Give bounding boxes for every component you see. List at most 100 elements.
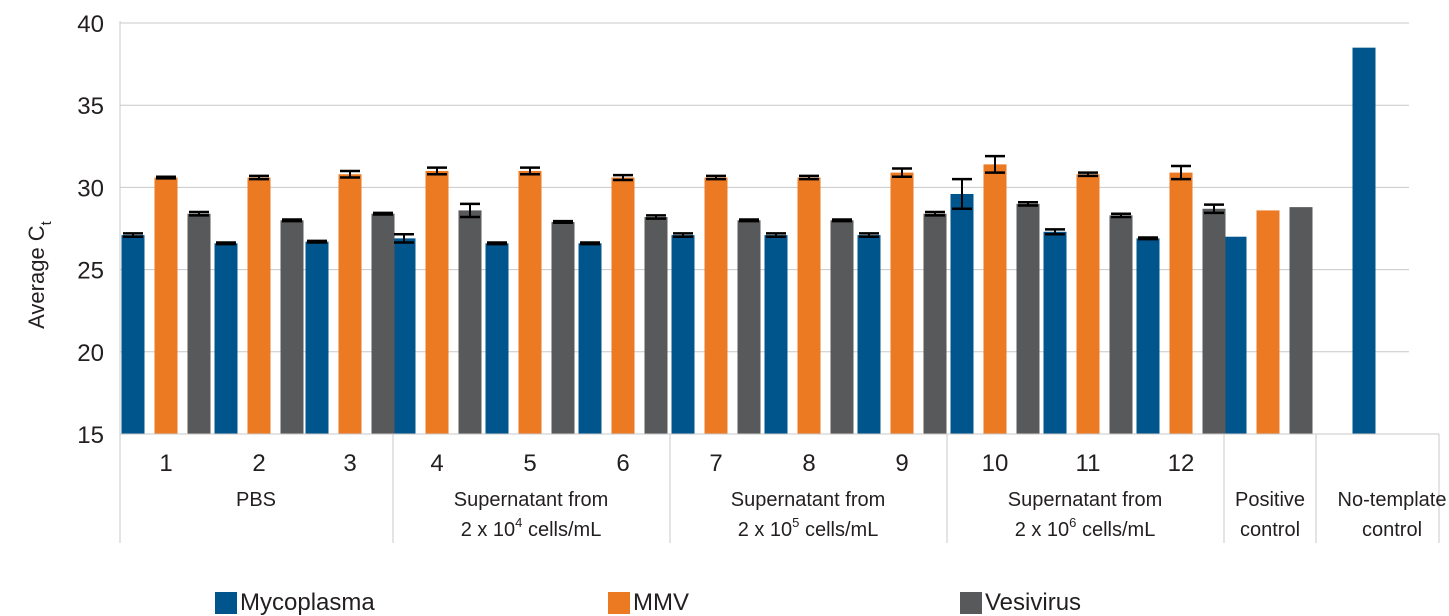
x-group-label: Positive <box>1235 489 1305 511</box>
bar-mycoplasma <box>857 235 881 434</box>
error-bar <box>580 241 600 246</box>
bar-vesivirus <box>737 220 761 434</box>
y-tick-label: 35 <box>77 93 104 120</box>
bar-mycoplasma <box>1352 47 1376 434</box>
legend-swatch <box>215 592 237 614</box>
x-group-label: Supernatant from <box>731 489 886 511</box>
y-axis-label: Average Ct <box>24 220 55 329</box>
bar-mycoplasma <box>1136 238 1160 434</box>
error-bar <box>1204 203 1224 215</box>
x-group-label-line2: control <box>1362 519 1422 541</box>
error-bar <box>156 175 176 180</box>
x-tick-label: 8 <box>802 450 815 477</box>
legend: Mycoplasma MMV Vesivirus <box>0 590 1449 616</box>
error-bar <box>340 169 360 179</box>
error-bar <box>123 232 143 238</box>
legend-label: Vesivirus <box>985 589 1082 616</box>
error-bar <box>613 173 633 182</box>
bar-mmv <box>518 170 542 434</box>
bar-mmv <box>797 177 821 434</box>
bar-mmv <box>247 177 271 434</box>
bar-mmv <box>425 170 449 434</box>
bar-mmv <box>983 164 1007 434</box>
bar-vesivirus <box>1289 207 1313 434</box>
error-bar <box>985 154 1005 174</box>
bar-vesivirus <box>187 213 211 434</box>
legend-item-vesivirus: Vesivirus <box>960 590 1081 616</box>
bar-mmv <box>1076 174 1100 435</box>
bar-vesivirus <box>923 213 947 434</box>
bar-mycoplasma <box>485 243 509 434</box>
x-group-label-line2: 2 x 105 cells/mL <box>738 515 879 541</box>
error-bar <box>1045 228 1065 236</box>
error-bar <box>952 177 972 211</box>
error-bar <box>739 218 759 223</box>
legend-swatch <box>608 592 630 614</box>
error-bar <box>189 210 209 217</box>
x-group-label: No-template <box>1338 489 1447 511</box>
bar-mmv <box>154 177 178 434</box>
x-group-label-line2: control <box>1240 519 1300 541</box>
x-tick-label: 1 <box>159 450 172 477</box>
error-bar <box>487 241 507 246</box>
error-bar <box>460 202 480 219</box>
x-tick-label: 12 <box>1168 450 1195 477</box>
bar-mycoplasma <box>671 235 695 434</box>
bar-mycoplasma <box>950 193 974 434</box>
error-bar <box>892 167 912 178</box>
y-tick-label: 40 <box>77 11 104 38</box>
bar-mycoplasma <box>578 243 602 434</box>
error-bar <box>646 214 666 220</box>
legend-item-mycoplasma: Mycoplasma <box>215 590 375 616</box>
error-bar <box>307 239 327 244</box>
legend-label: MMV <box>633 589 689 616</box>
gridlines <box>120 22 1409 353</box>
x-tick-label: 4 <box>430 450 443 477</box>
x-tick-label: 2 <box>252 450 265 477</box>
error-bar <box>673 232 693 238</box>
error-bar <box>832 218 852 223</box>
bar-vesivirus <box>371 213 395 434</box>
x-tick-label: 10 <box>982 450 1009 477</box>
bar-vesivirus <box>280 220 304 434</box>
bar-mmv <box>1169 172 1193 434</box>
bar-mycoplasma <box>1223 236 1247 434</box>
bar-mmv <box>611 177 635 434</box>
bar-mmv <box>890 172 914 434</box>
error-bar <box>373 211 393 216</box>
bars <box>121 47 1376 435</box>
bar-vesivirus <box>1016 203 1040 434</box>
y-tick-label: 30 <box>77 175 104 202</box>
bar-vesivirus <box>458 210 482 434</box>
x-group-label-line2: 2 x 104 cells/mL <box>461 515 602 541</box>
error-bar <box>553 219 573 224</box>
error-bar <box>249 174 269 181</box>
error-bar <box>766 232 786 238</box>
error-bar <box>216 241 236 246</box>
x-group-label-line2: 2 x 106 cells/mL <box>1015 515 1156 541</box>
x-tick-label: 5 <box>523 450 536 477</box>
y-tick-label: 15 <box>77 422 104 449</box>
bar-mmv <box>1256 210 1280 434</box>
error-bar <box>706 174 726 181</box>
bar-vesivirus <box>1109 215 1133 434</box>
x-tick-label: 3 <box>343 450 356 477</box>
x-group-label: Supernatant from <box>454 489 609 511</box>
bar-mycoplasma <box>392 238 416 434</box>
y-tick-label: 20 <box>77 340 104 367</box>
x-group-label: PBS <box>236 489 276 511</box>
x-tick-label: 7 <box>709 450 722 477</box>
error-bar <box>799 174 819 181</box>
legend-item-mmv: MMV <box>608 590 689 616</box>
bar-mmv <box>338 174 362 435</box>
error-bar <box>859 232 879 238</box>
bar-vesivirus <box>551 221 575 434</box>
bar-mycoplasma <box>1043 231 1067 434</box>
error-bar <box>1018 200 1038 207</box>
bar-mycoplasma <box>305 241 329 434</box>
y-axis: 15 20 25 30 35 40 <box>77 11 121 449</box>
error-bar <box>925 210 945 217</box>
x-group-label: Supernatant from <box>1008 489 1163 511</box>
